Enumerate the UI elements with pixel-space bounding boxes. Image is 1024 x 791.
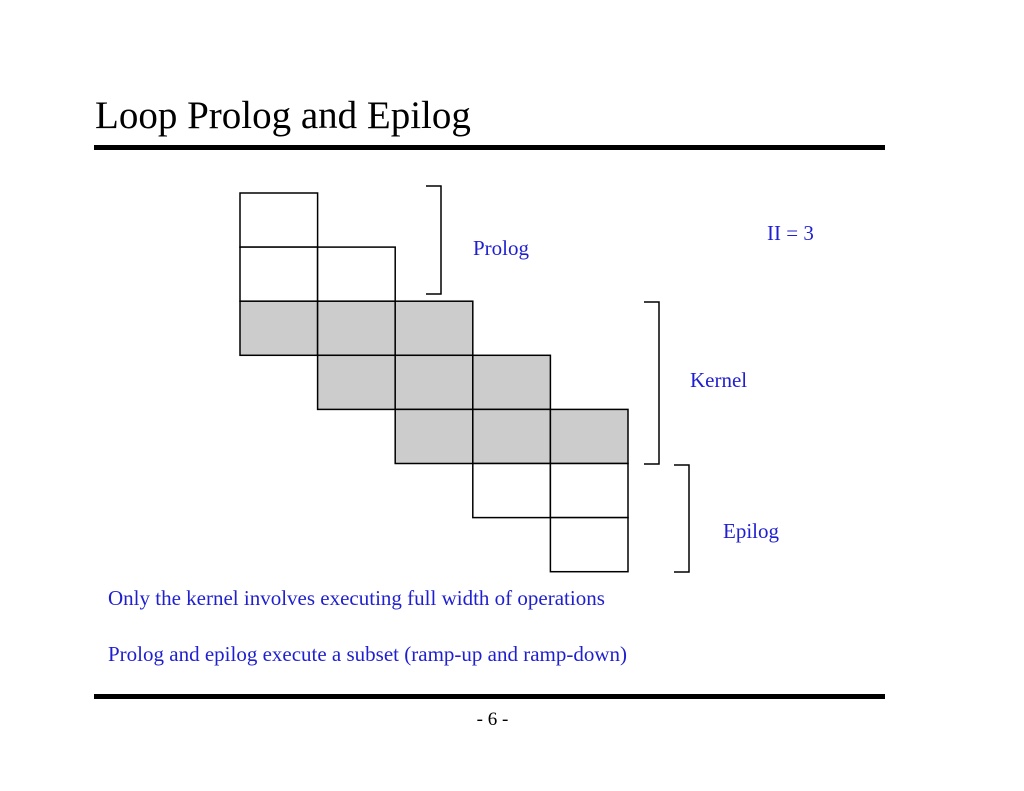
kernel-cell — [472, 354, 552, 411]
kernel-bracket — [644, 301, 660, 465]
prolog-bracket — [426, 185, 442, 295]
cell-grid — [239, 192, 629, 573]
kernel-cell — [316, 354, 396, 411]
title-underline — [94, 145, 885, 150]
epilog-label: Epilog — [723, 519, 779, 543]
prolog-cell — [239, 246, 319, 302]
kernel-cell — [472, 408, 552, 465]
footer-rule — [94, 694, 885, 699]
prolog-label: Prolog — [473, 236, 530, 260]
kernel-cell — [394, 300, 474, 357]
prolog-cell — [316, 246, 396, 302]
kernel-cell — [239, 300, 319, 357]
kernel-cell — [316, 300, 396, 357]
kernel-cell — [549, 408, 629, 465]
prolog-cell — [239, 192, 319, 248]
kernel-label: Kernel — [690, 368, 748, 392]
kernel-cell — [394, 354, 474, 411]
kernel-cell — [394, 408, 474, 465]
slide-title: Loop Prolog and Epilog — [95, 94, 471, 137]
ii-label: II = 3 — [767, 221, 814, 245]
epilog-bracket — [674, 464, 690, 573]
page-number: - 6 - — [476, 709, 509, 730]
note-prolog-epilog: Prolog and epilog execute a subset (ramp… — [108, 642, 628, 666]
epilog-cell — [549, 516, 629, 573]
epilog-cell — [549, 462, 629, 519]
epilog-cell — [472, 462, 552, 519]
note-kernel: Only the kernel involves executing full … — [108, 586, 605, 610]
